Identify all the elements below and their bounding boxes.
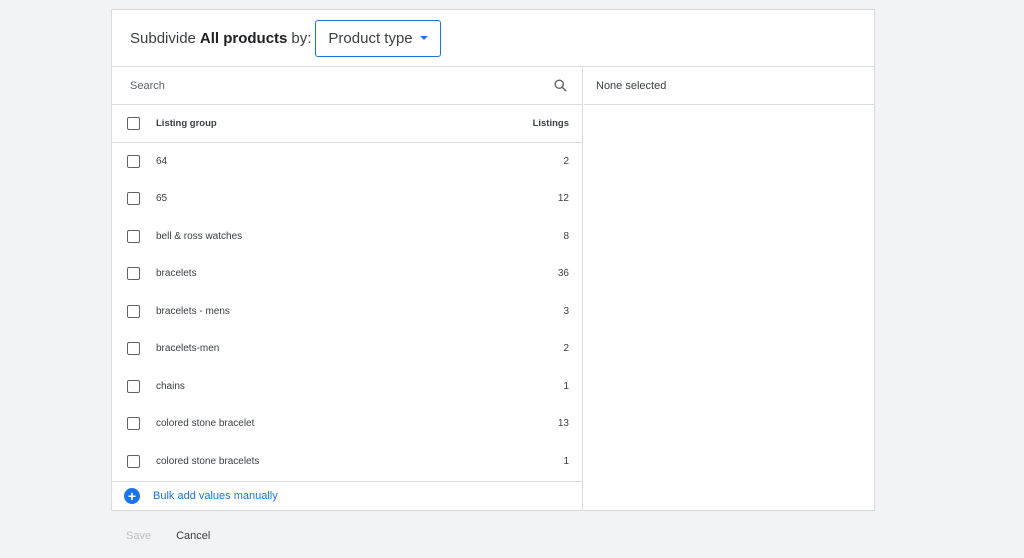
row-count: 2	[563, 343, 569, 355]
table-header: Listing group Listings	[112, 105, 582, 143]
selected-header: None selected	[584, 67, 874, 105]
row-checkbox[interactable]	[127, 267, 140, 281]
save-button[interactable]: Save	[126, 530, 152, 542]
select-all-checkbox[interactable]	[127, 116, 140, 130]
subdivide-panel: Subdivide All products by: Product type …	[111, 9, 875, 511]
header-entity: All products	[199, 29, 288, 47]
bulk-add-label: Bulk add values manually	[153, 490, 278, 502]
row-count: 13	[557, 418, 569, 430]
header-prefix: Subdivide	[130, 29, 196, 47]
search-input[interactable]: Search	[112, 67, 582, 105]
row-checkbox[interactable]	[127, 229, 140, 243]
table-row[interactable]: 64 2	[112, 143, 582, 181]
bulk-add-button[interactable]: + Bulk add values manually	[112, 481, 582, 510]
row-checkbox[interactable]	[127, 154, 140, 168]
row-count: 8	[563, 230, 569, 242]
row-checkbox[interactable]	[127, 304, 140, 318]
row-count: 1	[563, 455, 569, 467]
row-count: 12	[557, 193, 569, 205]
table-row[interactable]: 65 12	[112, 180, 582, 218]
row-label: 65	[156, 193, 168, 205]
row-count: 1	[563, 380, 569, 392]
row-label: colored stone bracelet	[156, 418, 255, 430]
row-count: 36	[557, 268, 569, 280]
row-label: chains	[156, 380, 185, 392]
row-count: 2	[563, 155, 569, 167]
search-icon[interactable]	[553, 78, 568, 93]
table-row[interactable]: colored stone bracelets 1	[112, 443, 582, 481]
listing-groups-pane: Search Listing group Listings 64 2 65 12 bel…	[112, 67, 583, 510]
dimension-dropdown[interactable]: Product type	[315, 19, 441, 57]
row-label: colored stone bracelets	[156, 455, 260, 467]
row-label: bell & ross watches	[156, 230, 243, 242]
selected-pane: None selected	[584, 67, 874, 510]
row-checkbox[interactable]	[127, 192, 140, 206]
table-row[interactable]: colored stone bracelet 13	[112, 405, 582, 443]
table-row[interactable]: bracelets - mens 3	[112, 293, 582, 331]
row-checkbox[interactable]	[127, 417, 140, 431]
dimension-value: Product type	[328, 29, 413, 47]
row-label: bracelets-men	[156, 343, 220, 355]
row-label: bracelets	[156, 268, 197, 280]
row-checkbox[interactable]	[127, 454, 140, 468]
column-listings: Listings	[532, 117, 569, 129]
row-count: 3	[563, 305, 569, 317]
table-row[interactable]: bell & ross watches 8	[112, 218, 582, 256]
add-circle-icon: +	[124, 488, 140, 504]
row-label: 64	[156, 155, 168, 167]
row-checkbox[interactable]	[127, 379, 140, 393]
search-placeholder: Search	[130, 79, 165, 92]
table-row[interactable]: bracelets-men 2	[112, 330, 582, 368]
header-suffix: by:	[291, 29, 312, 47]
column-listing-group: Listing group	[156, 117, 217, 129]
table-row[interactable]: chains 1	[112, 368, 582, 406]
row-checkbox[interactable]	[127, 342, 140, 356]
footer-actions: Save Cancel	[126, 530, 210, 542]
table-row[interactable]: bracelets 36	[112, 255, 582, 293]
cancel-button[interactable]: Cancel	[176, 530, 211, 542]
dropdown-arrow-icon	[419, 36, 428, 40]
subdivide-header: Subdivide All products by: Product type	[112, 10, 874, 67]
row-label: bracelets - mens	[156, 305, 230, 317]
